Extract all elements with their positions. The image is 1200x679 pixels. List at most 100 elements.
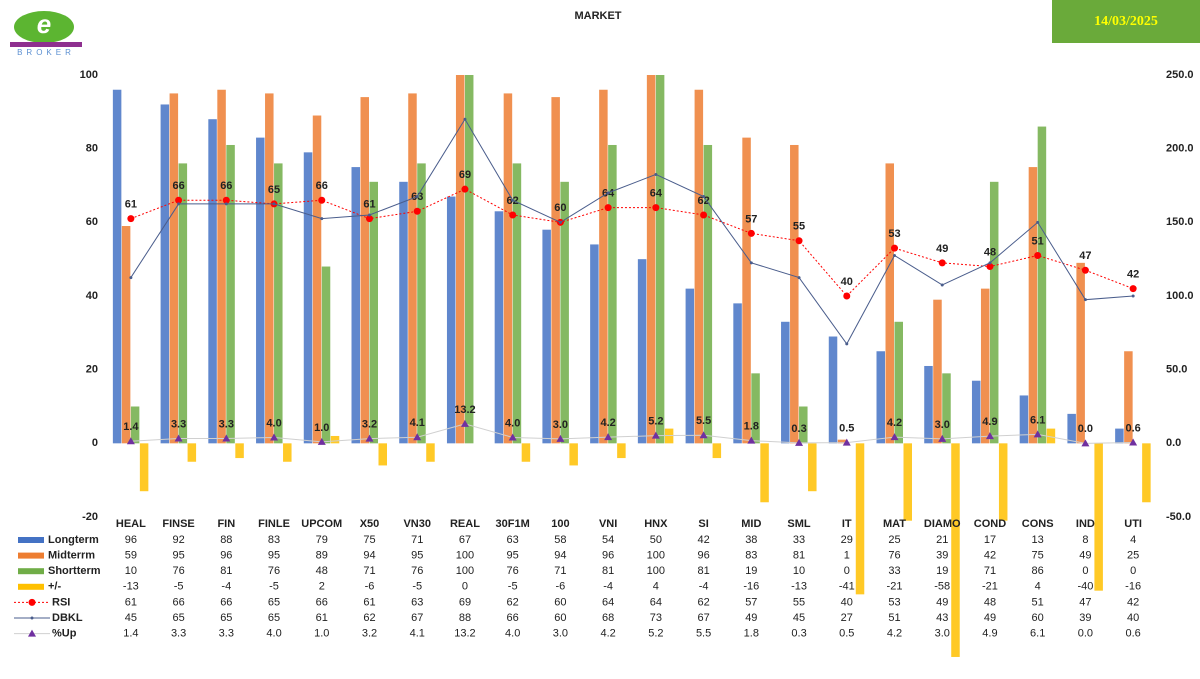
table-cell: 19 [936,565,948,577]
bar [1115,428,1124,444]
bar [321,266,331,444]
table-cell: -16 [743,581,759,593]
table-cell: 62 [507,596,519,608]
point [126,437,135,445]
x-tick-label: HEAL [116,518,146,530]
data-label: 65 [268,184,280,196]
table-cell: 0 [462,581,468,593]
point [224,202,228,206]
table-cell: 67 [411,612,423,624]
table-cell: 3.3 [219,628,234,640]
table-cell: 83 [268,534,280,546]
table-cell: 42 [984,550,996,562]
table-cell: 1 [844,550,850,562]
data-label: 57 [745,213,757,225]
table-cell: 66 [507,612,519,624]
table-cell: 53 [888,596,900,608]
logo-mark: e [37,9,51,39]
table-cell: 27 [841,612,853,624]
y-tick-label: 0 [92,437,98,449]
bar [265,93,274,444]
bar [417,163,426,444]
table-cell: 8 [1082,534,1088,546]
y-tick-label: 100 [80,69,98,81]
data-label: 3.2 [362,419,377,431]
legend-marker [18,537,44,543]
data-label: 3.0 [553,419,568,431]
bar [751,373,760,444]
table-cell: 29 [841,534,853,546]
legend-label: Longterm [48,534,99,546]
point [890,433,899,441]
point [938,434,947,442]
x-tick-label: SI [698,518,708,530]
table-cell: 92 [172,534,184,546]
bar [455,75,465,444]
point [797,276,801,280]
table-cell: 39 [936,550,948,562]
data-label: 4.0 [266,417,281,429]
table-cell: 73 [650,612,662,624]
table-cell: 4.2 [887,628,902,640]
bar [187,443,197,462]
point [511,198,515,202]
point [508,433,517,441]
y2-tick-label: 200.0 [1166,143,1194,155]
table-cell: -5 [508,581,518,593]
data-label: 5.2 [648,416,663,428]
bar [924,365,933,444]
point [606,191,610,195]
table-cell: 60 [1032,612,1044,624]
table-cell: 71 [411,534,423,546]
table-cell: 49 [936,596,948,608]
table-cell: 71 [363,565,375,577]
bar [637,259,647,444]
table-cell: 100 [647,565,665,577]
point [702,195,706,199]
x-tick-label: CONS [1022,518,1054,530]
table-cell: 65 [268,596,280,608]
table-cell: 83 [745,550,757,562]
bar [599,89,608,444]
table-cell: 1.0 [314,628,329,640]
bar [160,104,170,444]
table-cell: -6 [365,581,375,593]
point [320,217,324,221]
legend-marker [28,598,36,606]
bar [139,443,149,492]
table-cell: 63 [507,534,519,546]
bar [256,137,265,444]
point [174,434,183,442]
x-tick-label: FINLE [258,518,290,530]
table-cell: 25 [1127,550,1139,562]
point [127,215,135,223]
point [700,211,708,219]
y2-tick-label: 0.0 [1166,437,1181,449]
table-cell: 4.9 [982,628,997,640]
table-cell: 62 [363,612,375,624]
x-tick-label: DIAMO [924,518,961,530]
table-cell: 75 [1032,550,1044,562]
table-cell: 81 [793,550,805,562]
bar [283,443,292,462]
table-cell: 96 [220,550,232,562]
bar [560,181,569,444]
table-cell: 96 [125,534,137,546]
point [415,195,419,199]
point [463,117,467,121]
table-cell: 33 [888,565,900,577]
point [366,215,373,223]
table-cell: 49 [745,612,757,624]
bar [112,89,122,444]
bar [781,321,790,444]
bar [426,443,435,462]
legend-label: Shortterm [48,565,101,577]
table-cell: -13 [791,581,807,593]
data-label: 48 [984,246,996,258]
bar [980,288,990,444]
bar [942,373,951,444]
bar [303,152,313,444]
table-cell: -40 [1077,581,1093,593]
bar [1046,428,1056,444]
x-tick-label: IT [842,518,852,530]
